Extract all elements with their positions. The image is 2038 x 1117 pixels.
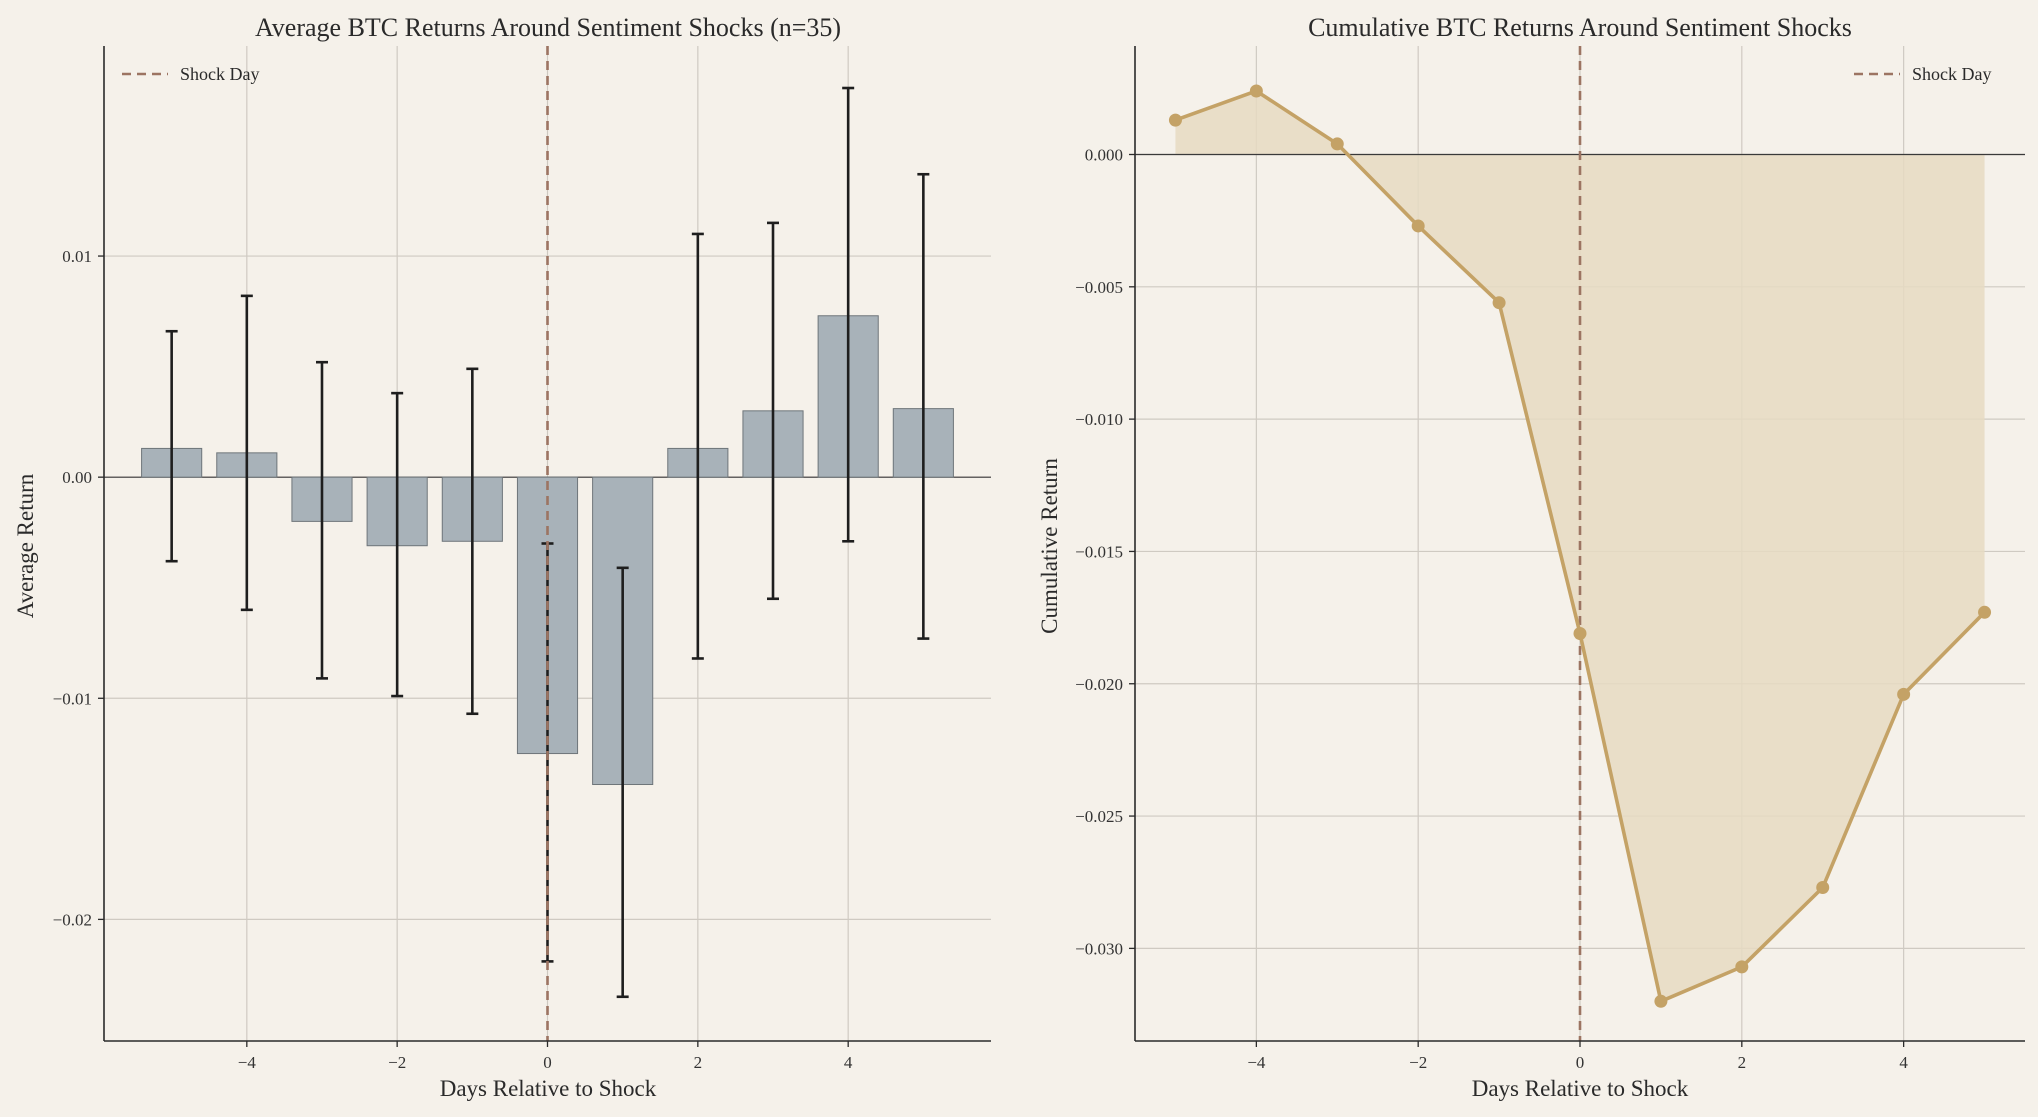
data-point: [1897, 687, 1911, 701]
right-legend-shock-day-label: Shock Day: [1912, 64, 1992, 84]
data-point: [1249, 84, 1263, 98]
data-point: [1168, 113, 1182, 127]
left-x-axis-label: Days Relative to Shock: [440, 1076, 657, 1101]
right-x-tick-label: 4: [1899, 1053, 1908, 1072]
left-spines: [103, 46, 991, 1042]
right-x-tick-label: −4: [1247, 1053, 1266, 1072]
left-ticks: −4 −2 0 2 4 −0.02 −0.01 0.00 0.01: [53, 247, 853, 1072]
data-point: [1330, 137, 1344, 151]
right-y-tick-label: 0.000: [1085, 145, 1123, 164]
right-ticks: −4 −2 0 2 4 0.000 −0.005 −0.010 −0.015 −0.020 −0.0…: [1075, 145, 1908, 1072]
right-spines: [1134, 46, 2025, 1042]
left-legend: Shock Day: [122, 64, 260, 84]
left-y-axis-label: Average Return: [13, 473, 38, 618]
right-y-tick-label: −0.010: [1075, 410, 1123, 429]
left-legend-shock-day-label: Shock Day: [180, 64, 260, 84]
right-y-tick-label: −0.005: [1075, 278, 1123, 297]
right-x-tick-label: −2: [1409, 1053, 1427, 1072]
data-point: [1573, 626, 1587, 640]
left-x-tick-label: 0: [543, 1053, 552, 1072]
right-y-tick-label: −0.015: [1075, 542, 1123, 561]
left-y-tick-label: −0.02: [53, 910, 92, 929]
data-point: [1816, 881, 1830, 895]
left-y-tick-label: 0.01: [62, 247, 92, 266]
left-x-tick-label: 4: [844, 1053, 853, 1072]
data-point: [1492, 296, 1506, 310]
average-returns-panel: −4 −2 0 2 4 −0.02 −0.01 0.00 0.01 Average BTC Re…: [13, 13, 991, 1101]
right-x-tick-label: 2: [1738, 1053, 1747, 1072]
left-error-bars: [165, 86, 930, 999]
right-y-tick-label: −0.030: [1075, 939, 1123, 958]
cumulative-returns-panel: −4 −2 0 2 4 0.000 −0.005 −0.010 −0.015 −0.020 −0.0…: [1037, 13, 2025, 1101]
data-point: [1411, 219, 1425, 233]
left-x-tick-label: −2: [388, 1053, 406, 1072]
data-point: [1654, 994, 1668, 1008]
right-y-axis-label: Cumulative Return: [1037, 458, 1062, 634]
left-x-tick-label: 2: [694, 1053, 703, 1072]
right-legend: Shock Day: [1854, 64, 1992, 84]
left-y-tick-label: −0.01: [53, 689, 92, 708]
right-y-tick-label: −0.020: [1075, 675, 1123, 694]
right-x-tick-label: 0: [1576, 1053, 1585, 1072]
right-points: [1168, 84, 1992, 1008]
left-x-tick-label: −4: [238, 1053, 257, 1072]
data-point: [1735, 960, 1749, 974]
right-y-tick-label: −0.025: [1075, 807, 1123, 826]
left-chart-title: Average BTC Returns Around Sentiment Sho…: [255, 13, 841, 42]
left-y-tick-label: 0.00: [62, 468, 92, 487]
data-point: [1978, 605, 1992, 619]
right-chart-title: Cumulative BTC Returns Around Sentiment …: [1308, 13, 1852, 42]
right-x-axis-label: Days Relative to Shock: [1472, 1076, 1689, 1101]
